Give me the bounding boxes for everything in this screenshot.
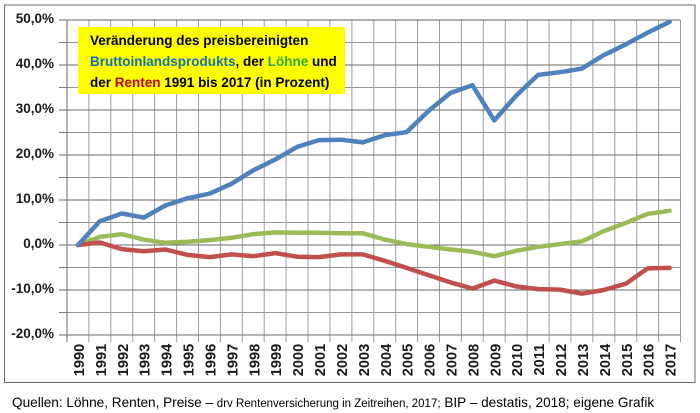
svg-text:2000: 2000 bbox=[291, 344, 307, 376]
svg-text:1993: 1993 bbox=[138, 344, 154, 376]
svg-text:Quellen: Löhne, Renten, Preise: Quellen: Löhne, Renten, Preise – drv Ren… bbox=[12, 395, 654, 410]
svg-text:Bruttoinlandsprodukts, der Löh: Bruttoinlandsprodukts, der Löhne und bbox=[90, 54, 337, 69]
svg-text:1992: 1992 bbox=[116, 344, 132, 376]
svg-text:2007: 2007 bbox=[445, 344, 461, 376]
svg-text:2011: 2011 bbox=[532, 344, 548, 376]
svg-text:2009: 2009 bbox=[488, 344, 504, 376]
svg-text:der Renten 1991 bis 2017 (in P: der Renten 1991 bis 2017 (in Prozent) bbox=[90, 75, 329, 90]
svg-text:2008: 2008 bbox=[466, 344, 482, 376]
svg-text:0,0%: 0,0% bbox=[23, 236, 54, 251]
svg-text:2012: 2012 bbox=[554, 344, 570, 376]
svg-text:2005: 2005 bbox=[401, 344, 417, 376]
svg-text:Veränderung des preisbereinigt: Veränderung des preisbereinigten bbox=[90, 33, 308, 48]
svg-text:2014: 2014 bbox=[598, 343, 614, 376]
svg-text:2004: 2004 bbox=[379, 343, 395, 376]
svg-text:1991: 1991 bbox=[94, 344, 110, 376]
svg-text:1994: 1994 bbox=[160, 343, 176, 376]
svg-text:2001: 2001 bbox=[313, 344, 329, 376]
svg-text:1999: 1999 bbox=[269, 344, 285, 376]
svg-text:2015: 2015 bbox=[620, 344, 636, 376]
svg-text:1995: 1995 bbox=[182, 344, 198, 376]
svg-text:30,0%: 30,0% bbox=[16, 101, 54, 116]
svg-text:2006: 2006 bbox=[423, 344, 439, 376]
svg-text:2016: 2016 bbox=[642, 344, 658, 376]
svg-text:10,0%: 10,0% bbox=[16, 191, 54, 206]
svg-text:2017: 2017 bbox=[664, 344, 680, 376]
svg-text:40,0%: 40,0% bbox=[16, 56, 54, 71]
svg-text:1996: 1996 bbox=[204, 344, 220, 376]
svg-text:1998: 1998 bbox=[247, 344, 263, 376]
svg-text:2013: 2013 bbox=[576, 344, 592, 376]
svg-text:2002: 2002 bbox=[335, 344, 351, 376]
svg-text:20,0%: 20,0% bbox=[16, 146, 54, 161]
svg-text:-20,0%: -20,0% bbox=[11, 326, 54, 341]
svg-text:50,0%: 50,0% bbox=[16, 11, 54, 26]
svg-text:1990: 1990 bbox=[72, 344, 88, 376]
svg-text:1997: 1997 bbox=[225, 344, 241, 376]
svg-text:2010: 2010 bbox=[510, 344, 526, 376]
svg-text:2003: 2003 bbox=[357, 344, 373, 376]
svg-text:-10,0%: -10,0% bbox=[11, 281, 54, 296]
